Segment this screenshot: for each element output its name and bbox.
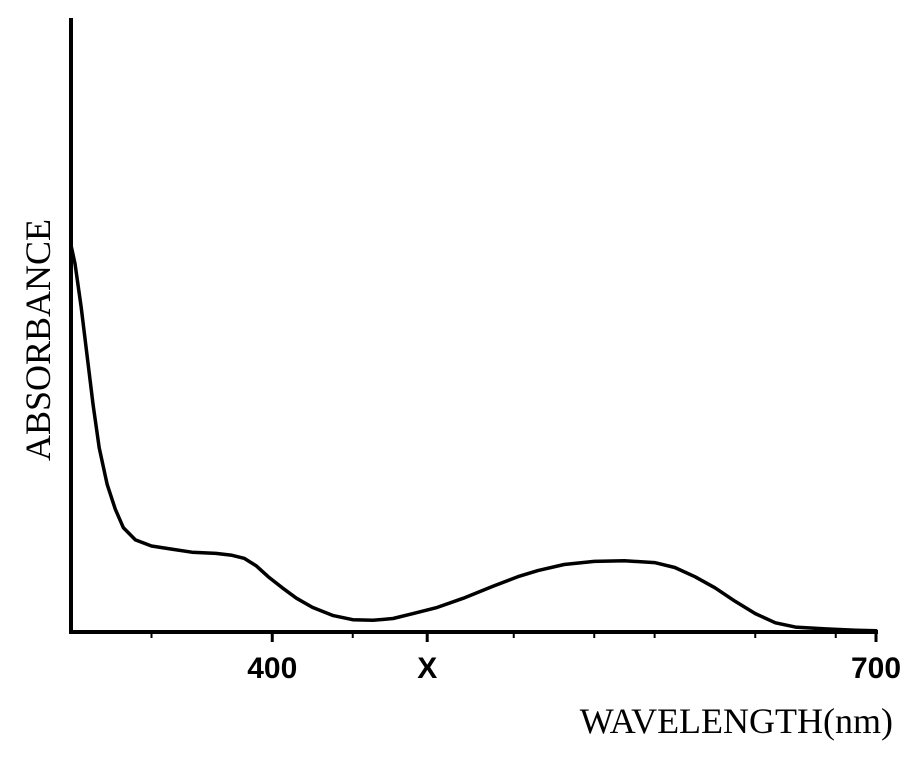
y-axis-label: ABSORBANCE xyxy=(18,219,58,461)
x-axis-label: WAVELENGTH(nm) xyxy=(580,701,893,741)
series-line-absorbance xyxy=(69,243,878,633)
x-tick-label: 400 xyxy=(247,652,297,685)
x-tick-labels: 400 X 700 xyxy=(247,652,901,685)
x-tick-label: 700 xyxy=(851,652,901,685)
x-ticks xyxy=(150,632,878,642)
x-tick-label: X xyxy=(417,652,437,685)
